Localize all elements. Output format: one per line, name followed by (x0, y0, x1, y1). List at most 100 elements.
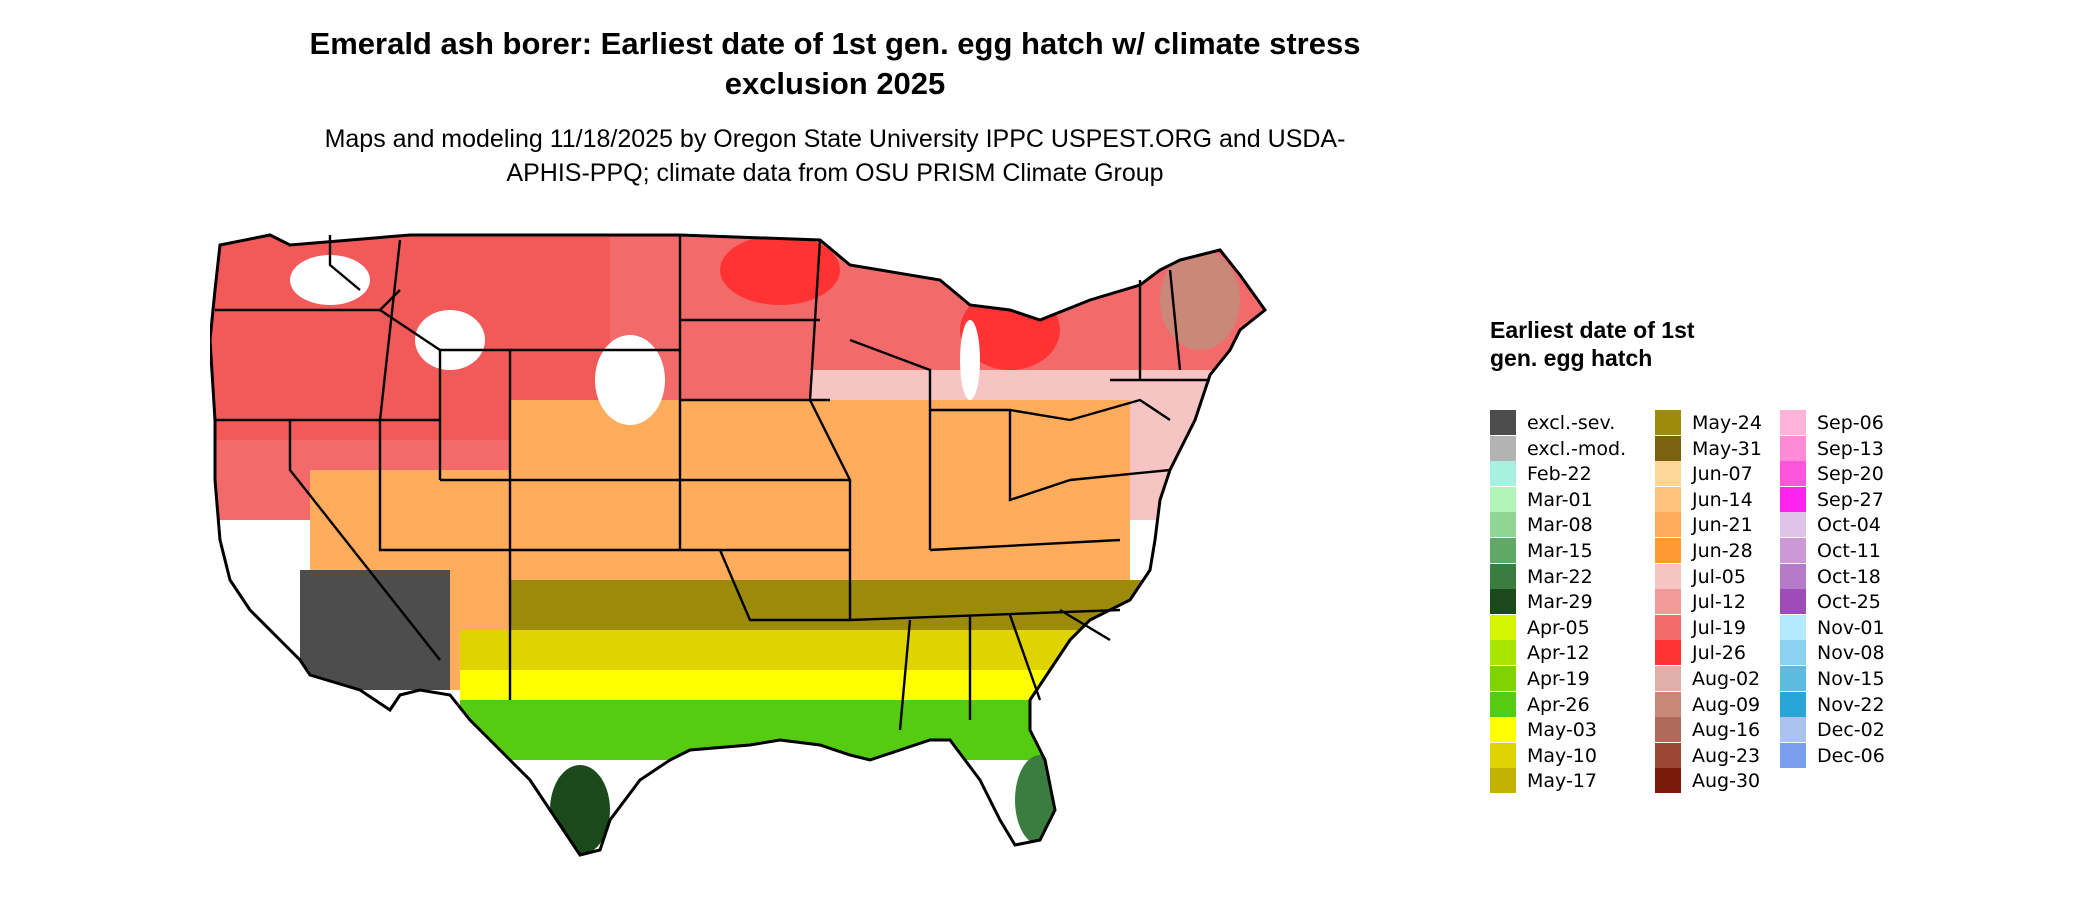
legend-swatch (1490, 768, 1516, 794)
legend-swatch (1490, 691, 1516, 717)
legend-label: excl.-sev. (1527, 412, 1616, 434)
legend-swatch (1780, 512, 1806, 538)
zone-desert-grey (300, 570, 450, 690)
legend-label: Jul-05 (1692, 565, 1746, 588)
legend-swatch (1490, 614, 1516, 640)
us-outline (210, 233, 1268, 857)
legend-label: Mar-08 (1527, 514, 1593, 537)
legend-swatch (1780, 742, 1806, 768)
legend-swatch (1490, 665, 1516, 691)
legend-label: Oct-25 (1817, 591, 1881, 614)
legend-label: Nov-08 (1817, 642, 1885, 665)
legend-swatch (1780, 537, 1806, 563)
legend-label: Aug-30 (1692, 770, 1761, 793)
legend-label: Jun-21 (1692, 514, 1753, 537)
legend-swatch (1490, 512, 1516, 538)
legend-label: Jul-26 (1692, 642, 1746, 665)
legend-swatch (1655, 410, 1681, 435)
legend-swatch (1490, 563, 1516, 589)
legend-label: Aug-16 (1692, 719, 1761, 742)
legend-label: Jun-14 (1692, 488, 1753, 511)
legend-swatch (1655, 537, 1681, 563)
legend-label: Jul-19 (1692, 616, 1746, 639)
map-subtitle: Maps and modeling 11/18/2025 by Oregon S… (324, 125, 1346, 187)
legend-label: Sep-13 (1817, 437, 1884, 460)
legend-label: May-10 (1527, 744, 1597, 767)
legend-label: Mar-22 (1527, 565, 1593, 588)
legend-label: Nov-15 (1817, 667, 1885, 690)
legend-swatch (1655, 563, 1681, 589)
legend-label: May-17 (1527, 770, 1597, 793)
legend-label: Oct-11 (1817, 539, 1881, 562)
legend-swatch (1780, 614, 1806, 640)
us-egg-hatch-map (210, 233, 1268, 857)
legend-label: Feb-22 (1527, 463, 1592, 486)
legend-swatch (1490, 742, 1516, 768)
legend-title: Earliest date of 1st gen. egg hatch (1490, 317, 1695, 371)
legend-swatch (1655, 665, 1681, 691)
legend-swatch (1780, 717, 1806, 743)
zone-rockies-white-2 (415, 310, 485, 370)
legend-label: Aug-09 (1692, 693, 1761, 716)
legend-label: Oct-04 (1817, 514, 1881, 537)
legend-swatch (1490, 717, 1516, 743)
zone-northeast-brown (1160, 250, 1240, 350)
legend-swatch (1780, 461, 1806, 487)
legend-swatch (1655, 589, 1681, 615)
state-borders (215, 235, 1210, 731)
legend-label: May-24 (1692, 412, 1762, 434)
legend-label: Jun-07 (1692, 463, 1753, 486)
legend-swatch (1490, 435, 1516, 461)
map-title: Emerald ash borer: Earliest date of 1st … (309, 26, 1361, 101)
legend-swatch (1780, 691, 1806, 717)
legend-label: Apr-05 (1527, 616, 1590, 639)
legend-swatch (1490, 486, 1516, 512)
legend-swatch (1490, 640, 1516, 666)
legend-swatch (1490, 461, 1516, 487)
legend-swatch (1655, 512, 1681, 538)
legend-swatch (1490, 589, 1516, 615)
legend-swatch (1780, 410, 1806, 435)
legend-swatch (1655, 717, 1681, 743)
legend-swatch (1490, 537, 1516, 563)
legend-label: Oct-18 (1817, 565, 1881, 588)
legend-label: Dec-02 (1817, 719, 1885, 742)
legend-swatch (1655, 486, 1681, 512)
legend-swatch (1655, 435, 1681, 461)
legend-label: Nov-01 (1817, 616, 1885, 639)
legend-label: May-03 (1527, 719, 1597, 742)
legend-swatch (1655, 614, 1681, 640)
legend-swatch (1780, 435, 1806, 461)
legend-label: Apr-19 (1527, 667, 1590, 690)
zone-green-belt (460, 700, 1110, 760)
legend-label: Jul-12 (1692, 591, 1746, 614)
zone-lake-michigan (960, 320, 980, 400)
legend-swatch (1780, 563, 1806, 589)
legend-swatch (1780, 486, 1806, 512)
legend-label: Aug-02 (1692, 667, 1761, 690)
legend-swatch (1655, 461, 1681, 487)
zone-texas-dark-green (550, 765, 610, 855)
legend-swatch (1655, 691, 1681, 717)
legend-label: Apr-12 (1527, 642, 1590, 665)
legend-swatch (1780, 589, 1806, 615)
legend-swatch (1655, 768, 1681, 794)
legend-label: Mar-01 (1527, 488, 1593, 511)
legend-label: Sep-20 (1817, 463, 1884, 486)
legend-label: Mar-15 (1527, 539, 1593, 562)
legend-swatch (1655, 640, 1681, 666)
zone-rockies-white-1 (290, 255, 370, 305)
legend-label: Mar-29 (1527, 591, 1593, 614)
legend-swatch (1655, 742, 1681, 768)
legend-label: excl.-mod. (1527, 437, 1627, 460)
legend-label: Aug-23 (1692, 744, 1761, 767)
legend-label: Dec-06 (1817, 744, 1885, 767)
legend-label: May-31 (1692, 437, 1762, 460)
legend-label: Sep-27 (1817, 488, 1884, 511)
legend-label: Nov-22 (1817, 693, 1885, 716)
zone-rockies-white-3 (595, 335, 665, 425)
legend-label: Apr-26 (1527, 693, 1590, 716)
legend-label: Sep-06 (1817, 412, 1884, 434)
zone-florida-green (1015, 755, 1065, 845)
legend-label: Jun-28 (1692, 539, 1753, 562)
